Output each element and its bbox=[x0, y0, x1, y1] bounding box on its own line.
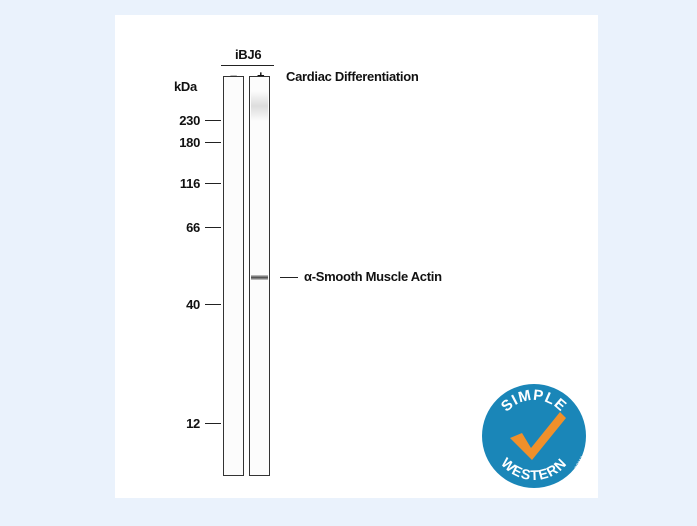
kda-unit-label: kDa bbox=[174, 79, 197, 94]
lane-minus-label: – bbox=[230, 68, 237, 83]
band-pointer-line bbox=[280, 277, 298, 278]
marker-40-label: 40 bbox=[186, 297, 200, 312]
check-icon bbox=[510, 412, 566, 460]
condition-label: Cardiac Differentiation bbox=[286, 69, 419, 84]
cell-line-underline bbox=[221, 65, 274, 66]
marker-180-tick bbox=[205, 142, 221, 143]
cell-line-label: iBJ6 bbox=[235, 47, 262, 62]
marker-230-tick bbox=[205, 120, 221, 121]
lane-plus bbox=[249, 76, 270, 476]
marker-66-label: 66 bbox=[186, 220, 200, 235]
marker-12-label: 12 bbox=[186, 416, 200, 431]
marker-40-tick bbox=[205, 304, 221, 305]
lane-plus-top-smear bbox=[251, 91, 268, 121]
lane-minus bbox=[223, 76, 244, 476]
simple-western-logo: SIMPLE WESTERN ©2016 bbox=[479, 381, 589, 491]
marker-66-tick bbox=[205, 227, 221, 228]
marker-180-label: 180 bbox=[179, 135, 200, 150]
actin-band bbox=[251, 275, 268, 280]
marker-116-label: 116 bbox=[179, 176, 200, 191]
lane-plus-label: + bbox=[257, 68, 265, 83]
marker-116-tick bbox=[205, 183, 221, 184]
marker-230-label: 230 bbox=[179, 113, 200, 128]
band-label: α-Smooth Muscle Actin bbox=[304, 269, 442, 284]
marker-12-tick bbox=[205, 423, 221, 424]
logo-inner-circle bbox=[482, 384, 586, 488]
